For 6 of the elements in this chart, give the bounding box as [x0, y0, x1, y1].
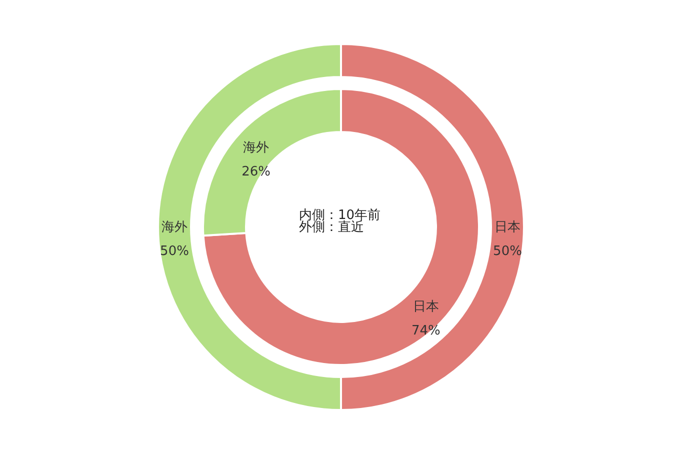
data-label: 50% — [493, 244, 522, 259]
slice-label: 海外 — [162, 220, 188, 235]
slice-label: 海外 — [243, 140, 270, 156]
slice-label: 日本 — [494, 220, 520, 235]
data-label: 50% — [160, 244, 189, 259]
slice-label: 日本 — [412, 300, 439, 315]
